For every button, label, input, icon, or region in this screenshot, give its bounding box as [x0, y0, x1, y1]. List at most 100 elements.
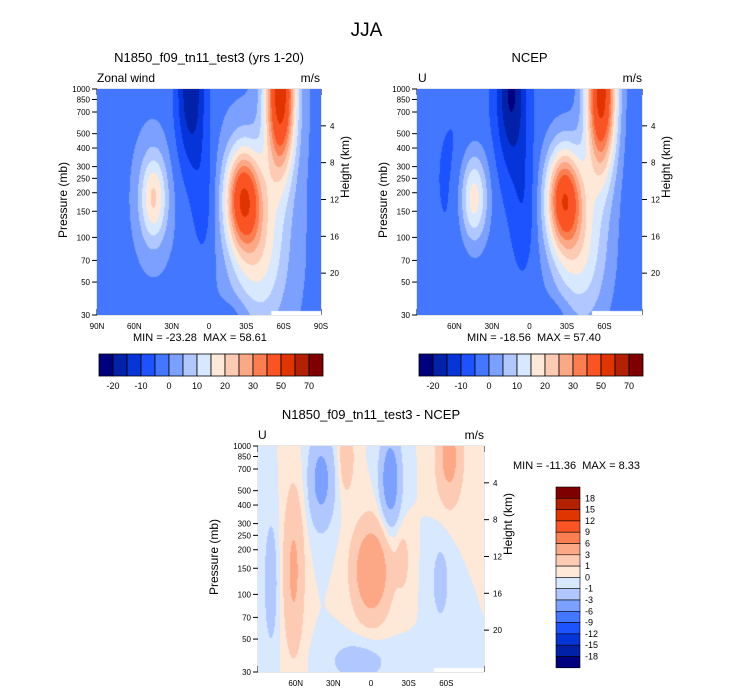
colorbar-label: 15	[585, 505, 595, 515]
left-string-ncep: U	[418, 71, 427, 85]
contour-field-diff	[258, 446, 484, 672]
y-tick-label: 700	[77, 108, 91, 117]
colorbar-label: -12	[585, 629, 598, 639]
y2-tick-label: 12	[493, 552, 502, 561]
x-tick-label: 60S	[439, 679, 453, 688]
units-label-ncep: m/s	[622, 71, 642, 85]
colorbar-swatch	[555, 531, 581, 544]
y-tick-label: 500	[238, 487, 252, 496]
y-tick-label: 250	[238, 531, 252, 540]
colorbar-label: 10	[512, 381, 522, 391]
max-label: MAX = 8.33	[582, 460, 640, 472]
colorbar-swatch	[555, 497, 581, 510]
colorbar-label: 0	[486, 381, 491, 391]
y-tick-label: 50	[242, 635, 251, 644]
x-tick-label: 90S	[314, 322, 328, 331]
y-tick-label: 850	[397, 95, 411, 104]
colorbar-swatch	[555, 565, 581, 578]
x-tick-label: 60N	[288, 679, 303, 688]
colorbar-label: -6	[585, 606, 593, 616]
colorbar-swatch	[555, 486, 581, 499]
y2-tick-label: 20	[330, 269, 339, 278]
y-tick-label: 150	[397, 207, 411, 216]
page-title: JJA	[350, 20, 383, 41]
x-tick-label: 30S	[239, 322, 253, 331]
x-tick-label: 60S	[277, 322, 291, 331]
y-tick-label: 70	[401, 256, 410, 265]
y-tick-label: 500	[77, 130, 91, 139]
y-tick-label: 30	[401, 311, 410, 320]
colorbar-swatch	[555, 588, 581, 601]
y-tick-label: 200	[397, 189, 411, 198]
max-label: MAX = 57.40	[537, 332, 601, 344]
y-tick-label: 70	[242, 613, 251, 622]
contour-field-ncep	[417, 89, 642, 315]
y-tick-label: 1000	[392, 85, 410, 94]
y-tick-label: 50	[81, 278, 90, 287]
y-tick-label: 100	[238, 590, 252, 599]
colorbar-swatch	[555, 577, 581, 590]
y-tick-label: 150	[77, 207, 91, 216]
colorbar-label: 50	[596, 381, 606, 391]
colorbar-label: 0	[166, 381, 171, 391]
colorbar-swatch	[628, 353, 644, 377]
y2-tick-label: 20	[651, 269, 660, 278]
colorbar-label: -20	[426, 381, 439, 391]
y-tick-label: 300	[77, 163, 91, 172]
colorbar-label: -15	[585, 640, 598, 650]
colorbar-label: 9	[585, 527, 590, 537]
colorbar-label: -9	[585, 618, 593, 628]
colorbar-swatch	[555, 611, 581, 623]
colorbar-label: 1	[585, 561, 590, 571]
y2-tick-label: 8	[493, 516, 498, 525]
colorbar-label: 6	[585, 539, 590, 549]
y-tick-label: 850	[238, 452, 252, 461]
colorbar-swatch	[555, 554, 581, 567]
panel-title-diff: N1850_f09_tn11_test3 - NCEP	[281, 407, 461, 422]
y-tick-label: 150	[238, 564, 252, 573]
colorbar-label: 12	[585, 516, 595, 526]
y-tick-label: 400	[77, 144, 91, 153]
colorbar-label: -20	[106, 381, 119, 391]
colorbar-label: -10	[134, 381, 147, 391]
colorbar-swatch	[308, 353, 324, 377]
x-tick-label: 30S	[402, 679, 416, 688]
y-tick-label: 300	[238, 520, 252, 529]
x-tick-label: 0	[527, 322, 532, 331]
y-tick-label: 700	[238, 465, 252, 474]
y-tick-label: 250	[397, 174, 411, 183]
min-max-diff: MIN = -11.36 MAX = 8.33	[513, 460, 640, 472]
y-tick-label: 400	[397, 144, 411, 153]
min-label: MIN = -23.28	[133, 332, 197, 344]
y-tick-label: 1000	[233, 442, 251, 451]
colorbar-ncep: -20 -10 0 10 20 30 50 70	[418, 353, 644, 391]
contour-field-model	[97, 89, 321, 315]
left-string-diff: U	[258, 428, 267, 442]
y2-tick-label: 20	[493, 626, 502, 635]
colorbar-swatch	[555, 656, 581, 669]
y-tick-label: 70	[81, 256, 90, 265]
y-tick-label: 400	[238, 501, 252, 510]
x-tick-label: 0	[369, 679, 374, 688]
x-tick-label: 30N	[326, 679, 341, 688]
y-tick-label: 50	[401, 278, 410, 287]
y-tick-label: 250	[77, 174, 91, 183]
y2-tick-label: 4	[651, 122, 656, 131]
colorbar-label: 0	[585, 572, 590, 582]
units-label-model: m/s	[300, 71, 320, 85]
y2-tick-label: 16	[330, 232, 339, 241]
panel-title-model: N1850_f09_tn11_test3 (yrs 1-20)	[114, 50, 304, 65]
y2-tick-label: 16	[493, 589, 502, 598]
colorbar-label: -18	[585, 652, 598, 662]
colorbar-swatch	[555, 599, 581, 612]
y-tick-label: 200	[238, 546, 252, 555]
colorbar-label: -10	[454, 381, 467, 391]
x-tick-label: 60N	[127, 322, 142, 331]
x-tick-label: 30N	[164, 322, 179, 331]
min-max-ncep: MIN = -18.56 MAX = 57.40	[467, 332, 601, 344]
y-tick-label: 100	[397, 233, 411, 242]
colorbar-swatch	[555, 622, 581, 635]
y2-tick-label: 16	[651, 232, 660, 241]
x-tick-label: 30N	[485, 322, 500, 331]
y-tick-label: 500	[397, 130, 411, 139]
